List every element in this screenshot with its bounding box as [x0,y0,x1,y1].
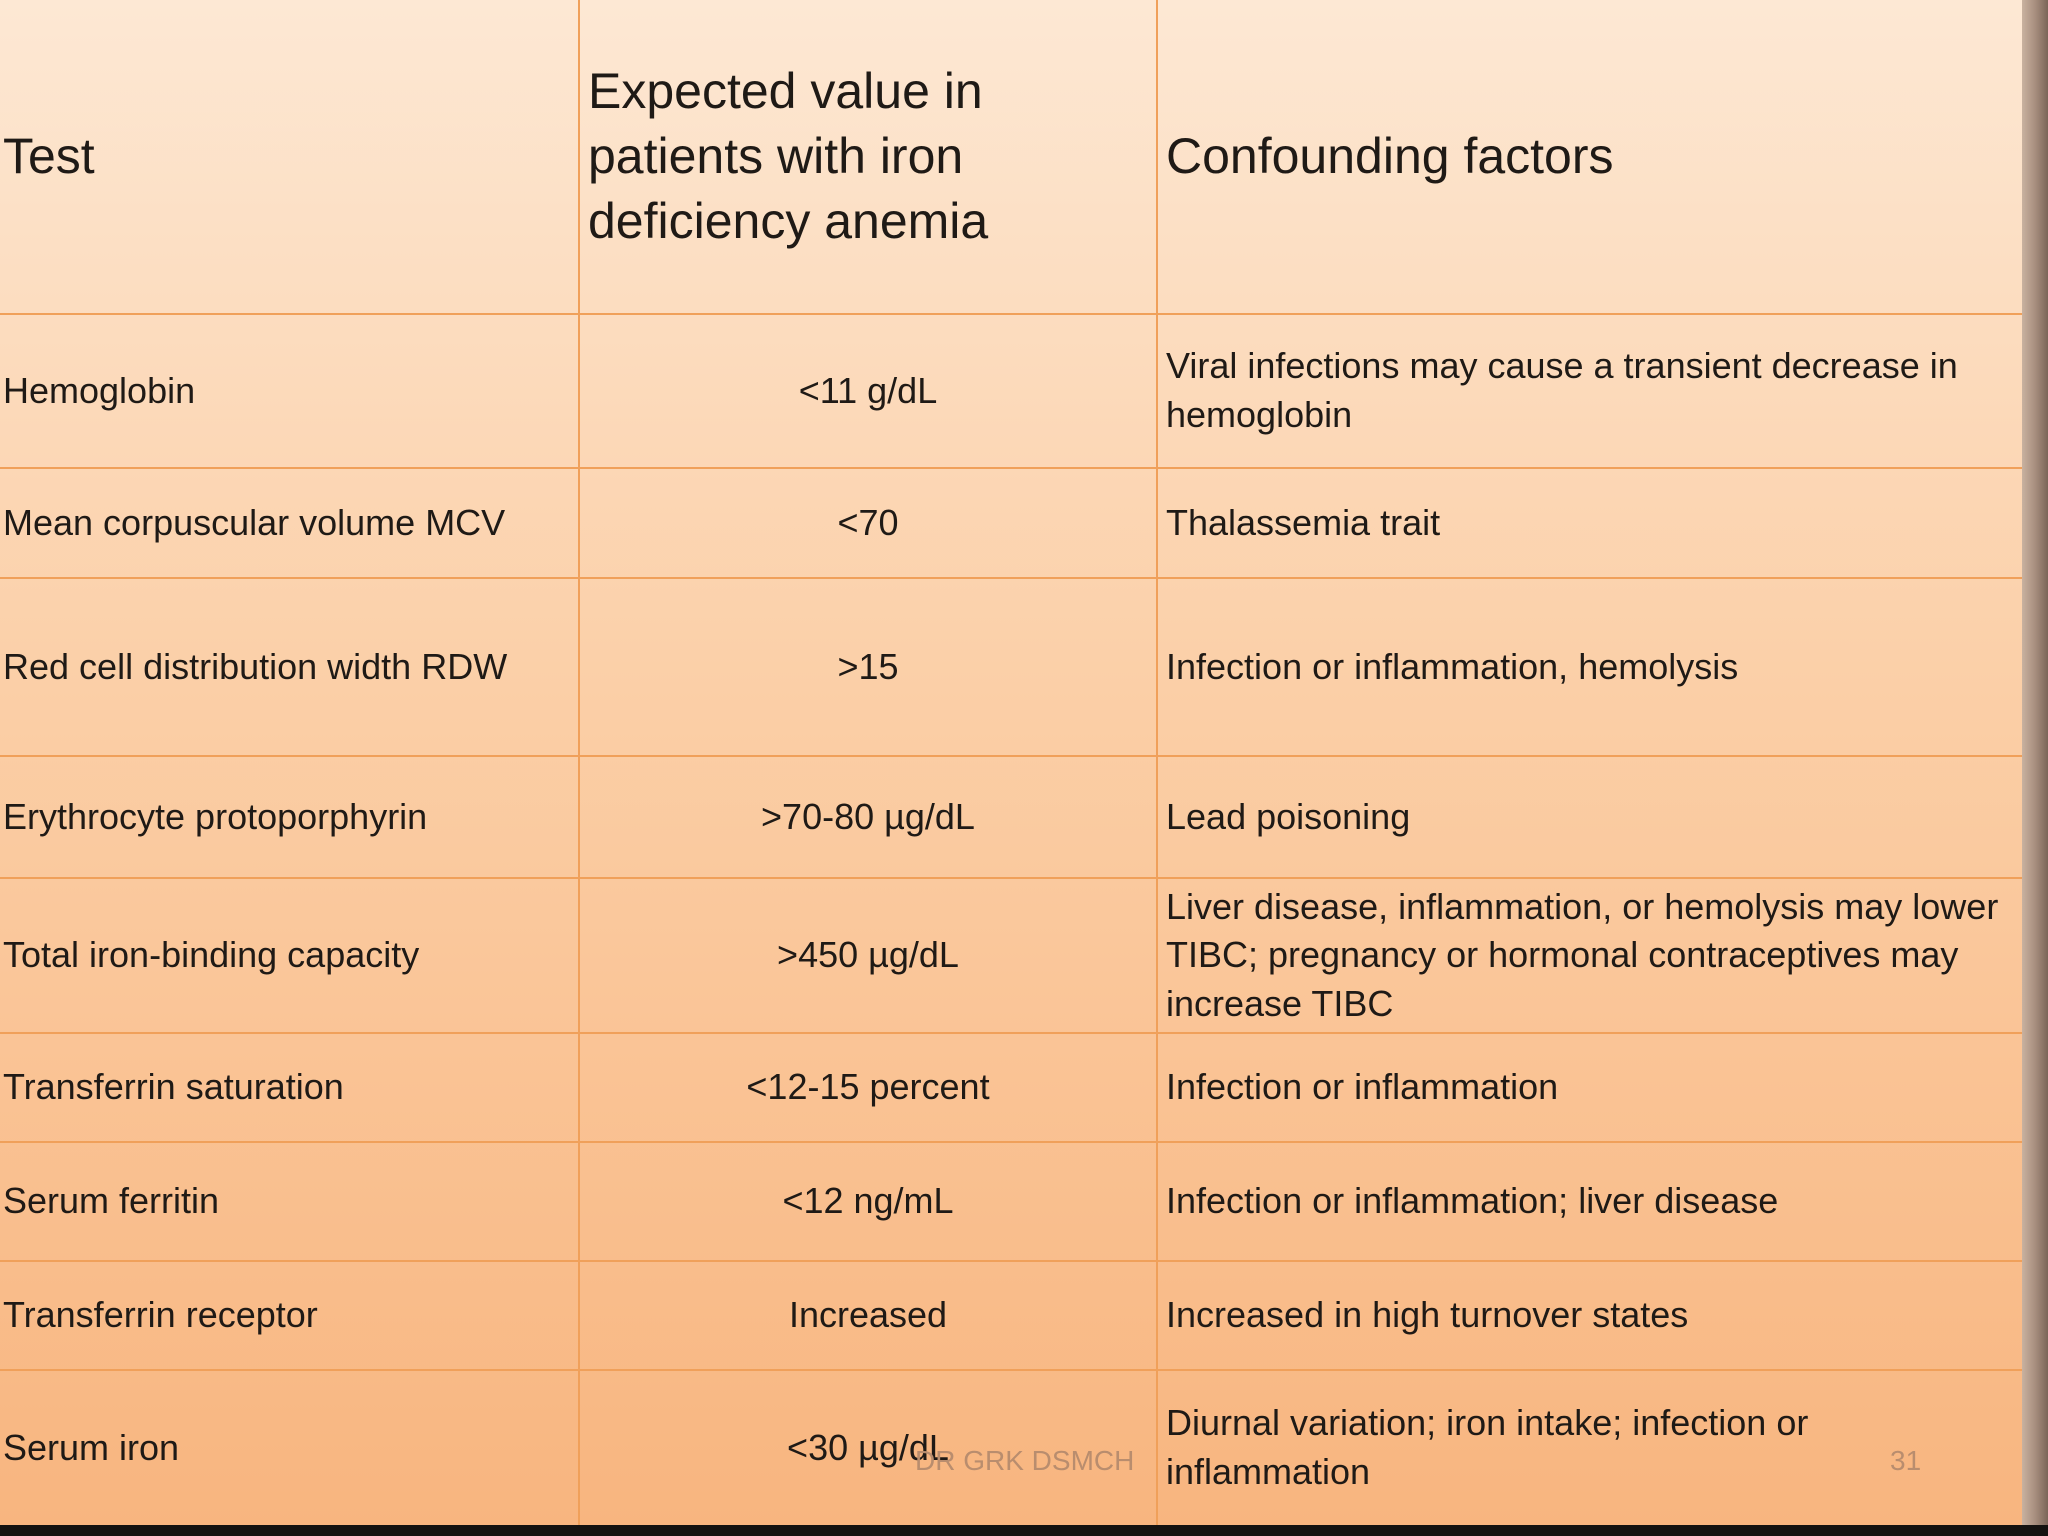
slide-bottom-bar [0,1525,2048,1536]
column-divider [1156,0,1158,1525]
slide-footer-author: DR GRK DSMCH [915,1445,1135,1476]
expected-value-cell: >15 [837,645,899,687]
test-name-cell: Serum ferritin [3,1180,220,1222]
confounding-factors-cell: Infection or inflammation [1166,1066,1559,1108]
column-header-test: Test [3,128,95,184]
test-name-cell: Transferrin receptor [3,1294,318,1336]
row-divider [0,877,2022,879]
expected-value-cell: <30 µg/dL [787,1426,949,1468]
confounding-factors-cell: Increased in high turnover states [1166,1294,1689,1336]
confounding-factors-cell: Liver disease, inflammation, or hemolysi… [1166,885,1999,1024]
slide-right-edge [2022,0,2048,1525]
column-header-expected-value: Expected value in patients with iron def… [588,63,989,249]
expected-value-cell: <11 g/dL [798,369,938,411]
row-divider [0,1260,2022,1262]
test-name-cell: Mean corpuscular volume MCV [3,501,506,543]
row-divider [0,313,2022,315]
confounding-factors-cell: Diurnal variation; iron intake; infectio… [1166,1402,1809,1492]
column-header-confounding-factors: Confounding factors [1166,128,1614,184]
confounding-factors-cell: Viral infections may cause a transient d… [1166,345,1958,435]
confounding-factors-cell: Thalassemia trait [1166,501,1441,543]
test-name-cell: Hemoglobin [3,369,196,411]
confounding-factors-cell: Infection or inflammation, hemolysis [1166,645,1739,687]
expected-value-cell: >70-80 µg/dL [761,795,975,837]
expected-value-cell: <12 ng/mL [782,1180,954,1222]
expected-value-cell: Increased [788,1294,948,1336]
test-name-cell: Erythrocyte protoporphyrin [3,795,428,837]
test-name-cell: Red cell distribution width RDW [3,645,508,687]
confounding-factors-cell: Lead poisoning [1166,795,1411,837]
row-divider [0,1032,2022,1034]
row-divider [0,1369,2022,1371]
expected-value-cell: <70 [837,501,899,543]
expected-value-cell: >450 µg/dL [777,934,959,976]
slide-number: 31 [1890,1445,1922,1476]
row-divider [0,467,2022,469]
row-divider [0,577,2022,579]
confounding-factors-cell: Infection or inflammation; liver disease [1166,1180,1779,1222]
column-divider [578,0,580,1525]
test-name-cell: Serum iron [3,1426,180,1468]
test-name-cell: Total iron-binding capacity [3,934,420,976]
test-name-cell: Transferrin saturation [3,1066,344,1108]
row-divider [0,755,2022,757]
expected-value-cell: <12-15 percent [746,1066,990,1108]
row-divider [0,1141,2022,1143]
